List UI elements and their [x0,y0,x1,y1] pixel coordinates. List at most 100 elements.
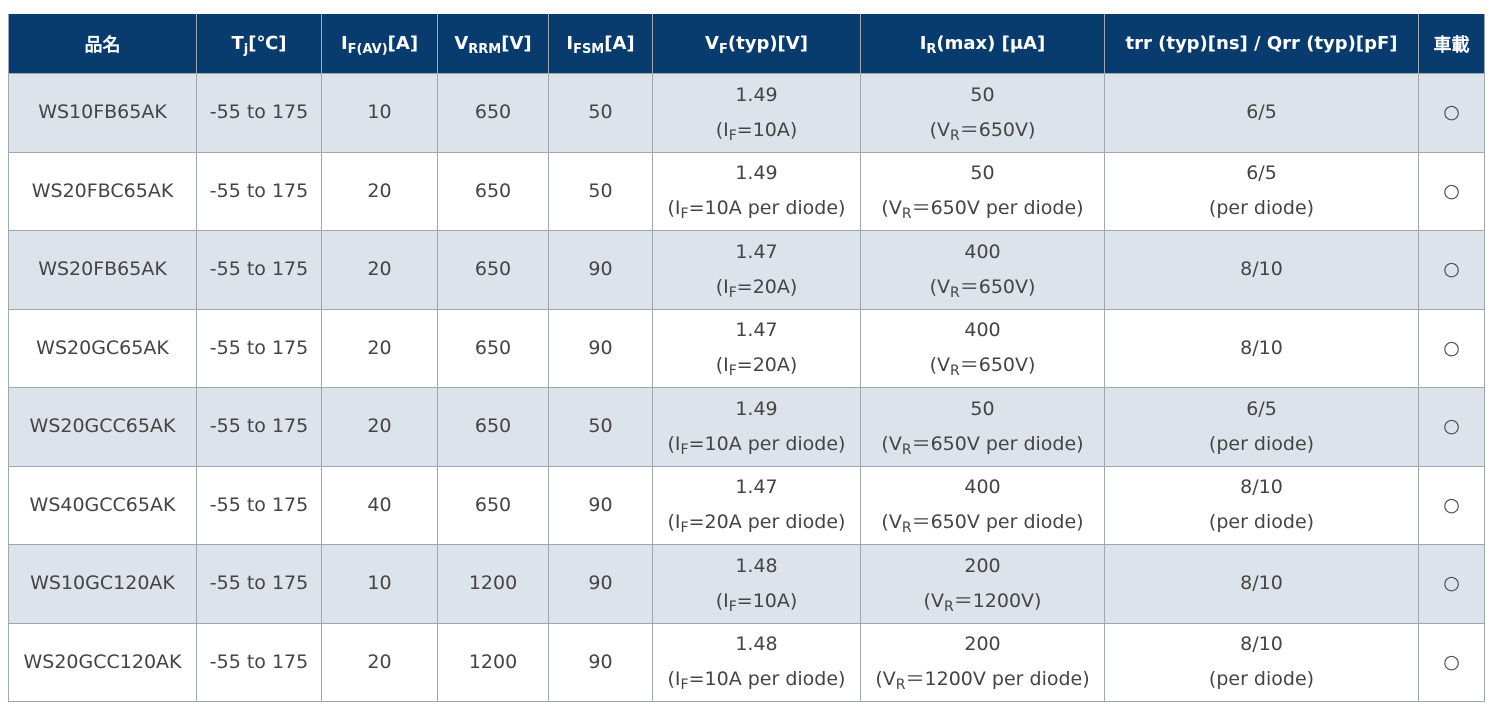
table-cell: WS20FBC65AK [8,151,197,231]
table-row: WS40GCC65AK -55 to 175 40 650 90 1.47 (IF=20A … [8,465,1485,545]
table-cell: 8/10 [1104,230,1419,310]
table-cell: 50 [548,387,653,467]
text-pre: (I [667,197,681,220]
table-cell: -55 to 175 [196,230,322,310]
table-cell: 90 [548,308,653,388]
cell-value: 40 [367,493,392,516]
header-cell: IF(AV)[A] [321,14,438,74]
table-cell: ○ [1418,544,1485,624]
table-cell: 50 (VR＝650V per diode) [860,387,1105,467]
text-unit: (max) [μA] [936,33,1046,54]
cell-value: 90 [588,650,613,673]
table-cell: 1.47 (IF=20A per diode) [652,465,861,545]
table-row: WS10FB65AK -55 to 175 10 650 50 1.49 (IF=10A) 5… [8,73,1485,153]
header-text: 車載 [1433,34,1470,56]
text-post: ＝1200V per diode) [905,668,1090,691]
text-post: ＝650V per diode) [911,511,1084,534]
table-cell: 50 [548,151,653,231]
cell-value: 200 [964,554,1001,577]
text-unit: [A] [387,33,419,54]
cell-note: (per diode) [1208,432,1315,455]
table-cell: WS20GC65AK [8,308,197,388]
cell-value: 8/10 [1240,476,1283,499]
table-cell: 50 [548,73,653,153]
table-cell: -55 to 175 [196,622,322,702]
table-cell: 8/10 [1104,308,1419,388]
cell-value: 20 [367,179,392,202]
cell-value: 650 [474,179,512,202]
cell-value: -55 to 175 [209,415,309,438]
table-cell: WS10GC120AK [8,544,197,624]
text-post: =10A per diode) [688,197,846,220]
text-pre: (I [667,511,681,534]
cell-value: 90 [588,336,613,359]
table-cell: 1.49 (IF=10A per diode) [652,151,861,231]
text-unit: (typ)[V] [727,33,808,54]
table-cell: 8/10 (per diode) [1104,465,1419,545]
table-cell: 400 (VR＝650V per diode) [860,465,1105,545]
text-sub: F [728,127,737,144]
text-unit: [℃] [248,33,287,54]
cell-value: 650 [474,258,512,281]
header-cell: VRRM[V] [437,14,549,74]
table-cell: 10 [321,544,438,624]
cell-value: 90 [588,572,613,595]
text-pre: (V [929,275,950,298]
header-cell: trr (typ)[ns] / Qrr (typ)[pF] [1104,14,1419,74]
cell-value: 1.48 [735,554,778,577]
cell-note: (IF=10A per diode) [653,427,860,462]
table-cell: ○ [1418,151,1485,231]
cell-value: 8/10 [1240,572,1283,595]
table-cell: ○ [1418,387,1485,467]
cell-value: 650 [474,493,512,516]
cell-value: 20 [367,258,392,281]
table-cell: WS10FB65AK [8,73,197,153]
table-cell: ○ [1418,308,1485,388]
text-main: V [454,33,469,54]
text-post: =20A) [736,354,798,377]
table-cell: ○ [1418,73,1485,153]
cell-value: 400 [964,476,1001,499]
header-text: trr (typ)[ns] / Qrr (typ)[pF] [1125,33,1398,54]
text-pre: (V [881,511,902,534]
cell-value: ○ [1443,650,1460,673]
cell-note: (VR＝650V) [861,348,1104,383]
table-cell: 90 [548,622,653,702]
text-sub: F(AV) [347,42,388,57]
cell-value: ○ [1443,336,1460,359]
table-cell: 1.47 (IF=20A) [652,230,861,310]
cell-value: ○ [1443,572,1460,595]
table-cell: -55 to 175 [196,544,322,624]
cell-value: WS20GC65AK [36,336,169,359]
table-cell: WS20FB65AK [8,230,197,310]
text-unit: [A] [604,33,635,54]
cell-value: 1200 [468,572,518,595]
table-cell: 20 [321,387,438,467]
cell-note: (VR＝1200V per diode) [861,662,1104,697]
text-unit: [V] [501,33,532,54]
cell-value: WS10GC120AK [30,572,175,595]
cell-value: 6/5 [1246,162,1277,185]
text-sub: F [680,206,689,223]
table-row: WS20FBC65AK -55 to 175 20 650 50 1.49 (IF=10A … [8,151,1485,231]
cell-value: 8/10 [1240,258,1283,281]
table-cell: 650 [437,465,549,545]
table-cell: 1.47 (IF=20A) [652,308,861,388]
cell-value: 50 [588,179,613,202]
table-cell: 20 [321,151,438,231]
text-sub: F [718,42,728,57]
table-cell: 1.49 (IF=10A per diode) [652,387,861,467]
cell-value: 8/10 [1240,336,1283,359]
cell-value: 400 [964,319,1001,342]
cell-value: 6/5 [1246,101,1277,124]
text-pre: (I [715,118,729,141]
text-post: =10A) [736,589,798,612]
text-sub: F [728,363,737,380]
cell-value: 650 [474,415,512,438]
text-post: ＝650V) [959,118,1036,141]
text-post: ＝650V per diode) [911,197,1084,220]
table-cell: 20 [321,622,438,702]
text-sub: F [680,677,689,694]
cell-value: 90 [588,258,613,281]
